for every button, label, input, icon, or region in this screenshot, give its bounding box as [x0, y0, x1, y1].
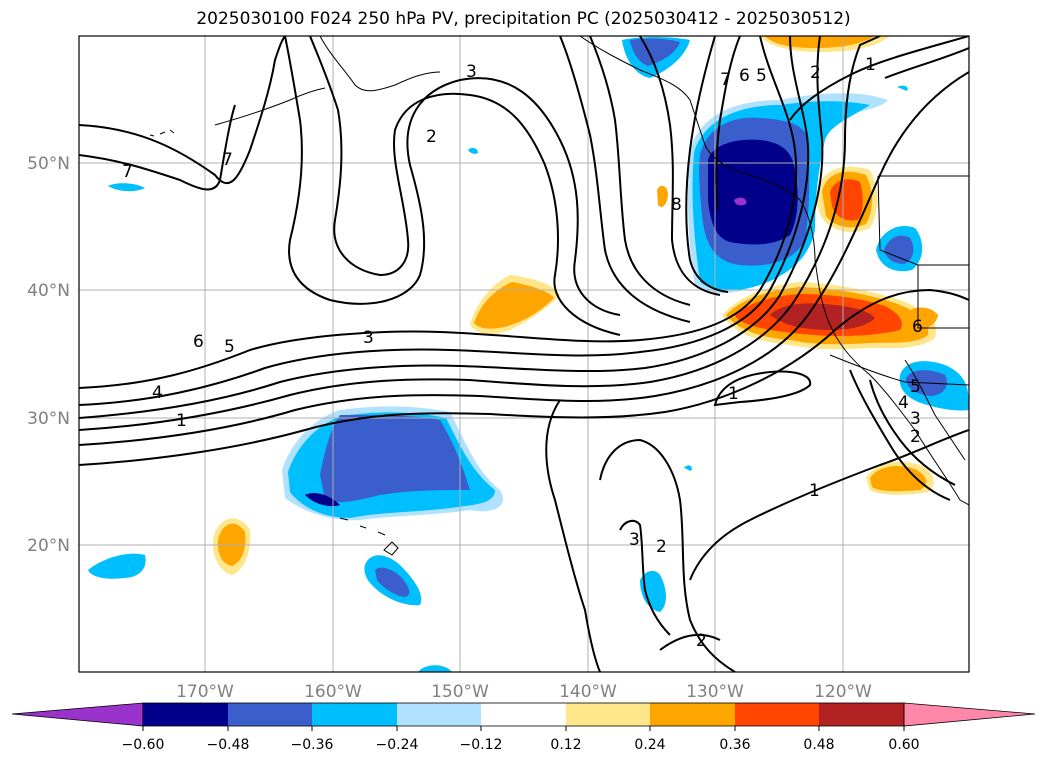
contour-label: 1: [728, 384, 739, 404]
contour-label: 1: [176, 411, 187, 431]
lat-label-30n: 30°N: [27, 409, 70, 429]
latitude-labels: 50°N 40°N 30°N 20°N: [27, 154, 70, 556]
colorbar: −0.60 −0.48 −0.36 −0.24 −0.12 0.12 0.24 …: [11, 702, 1036, 753]
contour-label: 4: [898, 393, 909, 413]
colorbar-tick-label: −0.24: [376, 737, 419, 753]
neg-anomaly-hawaii-south-core: [375, 567, 410, 597]
colorbar-tick-label: 0.48: [803, 737, 834, 753]
contour-labels: 7 7 6 5 4 1 3 2 3 8 7 6 5 2 1 1 6 5 4 3 …: [122, 55, 923, 651]
pos-anomaly-central-north: [474, 282, 554, 329]
colorbar-tick-label: −0.36: [291, 737, 334, 753]
lat-label-50n: 50°N: [27, 154, 70, 174]
neg-anomaly-small-north: [108, 183, 145, 192]
neg-anomaly-west-coast-core: [708, 139, 798, 245]
colorbar-tick-label: −0.12: [460, 737, 503, 753]
contour-label: 3: [629, 530, 640, 550]
lon-label-160w: 160°W: [304, 682, 362, 702]
colorbar-segment: [650, 703, 735, 726]
colorbar-segment: [735, 703, 819, 726]
colorbar-tick-label: 0.36: [719, 737, 750, 753]
pos-anomaly-california-core: [770, 303, 875, 330]
neg-anomaly-alaska-core: [630, 38, 680, 66]
contour-label: 8: [671, 195, 682, 215]
colorbar-segment: [143, 703, 228, 726]
pos-anomaly-small-ca: [657, 185, 668, 207]
contour-label: 7: [720, 70, 731, 90]
pv-contours: [79, 36, 969, 672]
neg-anomaly-great-basin-core: [884, 235, 914, 264]
contour-label: 3: [910, 409, 921, 429]
colorbar-extend-max: [903, 702, 1036, 727]
neg-anomaly-central-pacific-min: [305, 493, 340, 507]
neg-anomaly-small-dot: [684, 465, 692, 471]
neg-anomaly-bottom: [418, 665, 452, 672]
contour-label: 7: [222, 150, 233, 170]
contour-label: 2: [910, 427, 921, 447]
neg-anomaly-subtropical-east: [640, 570, 666, 612]
contour-label: 6: [739, 66, 750, 86]
colorbar-segment: [397, 703, 481, 726]
lon-label-150w: 150°W: [431, 682, 489, 702]
neg-anomaly-small-mid: [468, 147, 478, 154]
contour-label: 1: [809, 481, 820, 501]
contour-label: 2: [696, 631, 707, 651]
contour-label: 7: [122, 162, 133, 182]
contour-label: 2: [426, 127, 437, 147]
contour-label: 1: [865, 55, 876, 75]
colorbar-tick-label: −0.48: [207, 737, 250, 753]
contour-label: 5: [756, 66, 767, 86]
contour-label: 2: [810, 63, 821, 83]
contour-label: 6: [193, 332, 204, 352]
colorbar-segment: [312, 703, 397, 726]
lon-label-170w: 170°W: [176, 682, 234, 702]
colorbar-extend-min: [11, 702, 144, 727]
contour-label: 6: [912, 317, 923, 337]
map-gridlines: [79, 36, 969, 672]
neg-anomaly-west-edge: [88, 553, 146, 579]
neg-anomaly-central-pacific-core: [320, 415, 470, 503]
contour-label: 4: [152, 383, 163, 403]
colorbar-tick-label: 0.12: [550, 737, 581, 753]
colorbar-segment: [819, 703, 904, 726]
contour-label: 2: [656, 537, 667, 557]
pos-anomaly-mexico-core: [870, 466, 927, 492]
neg-anomaly-small-dot-2: [897, 85, 908, 91]
lat-label-40n: 40°N: [27, 281, 70, 301]
map-title: 2025030100 F024 250 hPa PV, precipitatio…: [196, 9, 851, 29]
pos-anomaly-baja-north: [905, 307, 938, 329]
colorbar-tick-label: −0.60: [122, 737, 165, 753]
lon-label-140w: 140°W: [559, 682, 617, 702]
colorbar-tick-label: 0.60: [888, 737, 919, 753]
colorbar-segment: [481, 703, 566, 726]
neg-anomaly-west-coast-peak: [734, 197, 747, 206]
map-frame: [78, 35, 970, 673]
lat-label-20n: 20°N: [27, 536, 70, 556]
contour-label: 5: [224, 337, 235, 357]
colorbar-segment: [228, 703, 312, 726]
contour-label: 3: [363, 328, 374, 348]
pos-anomaly-idaho-core: [830, 179, 863, 221]
lon-label-130w: 130°W: [686, 682, 744, 702]
colorbar-segment: [566, 703, 650, 726]
contour-label: 3: [466, 62, 477, 82]
contour-label: 5: [910, 377, 921, 397]
lon-label-120w: 120°W: [814, 682, 872, 702]
longitude-labels: 170°W 160°W 150°W 140°W 130°W 120°W: [176, 682, 872, 702]
colorbar-tick-label: 0.24: [634, 737, 665, 753]
